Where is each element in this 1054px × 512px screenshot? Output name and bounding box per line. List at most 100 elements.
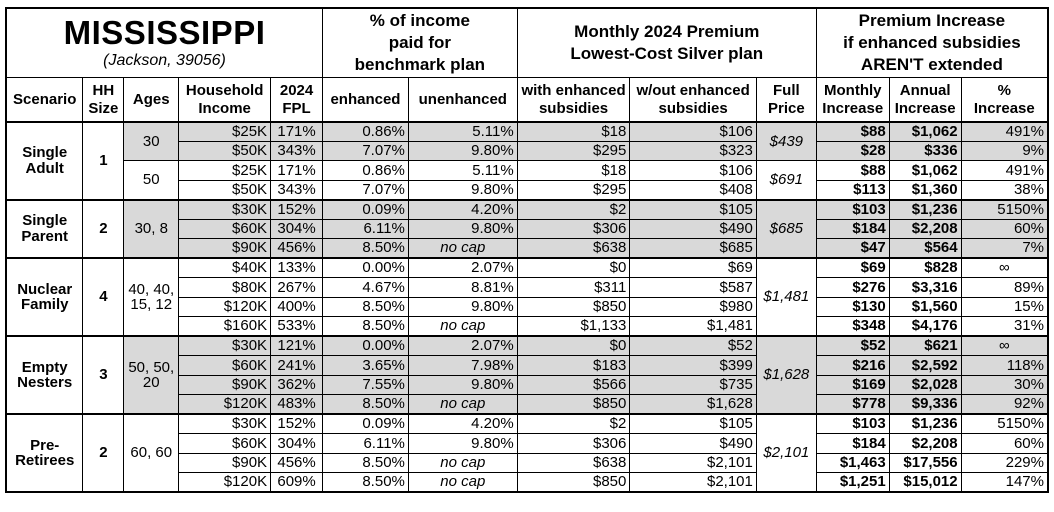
enhanced-pct-cell: 0.09% — [322, 413, 409, 435]
household-income-cell: $25K — [178, 160, 272, 181]
fpl-cell: 456% — [270, 452, 324, 474]
with-subsidies-premium-cell: $306 — [516, 218, 631, 240]
pct-increase-cell: 38% — [960, 179, 1049, 201]
with-subsidies-premium-cell: $566 — [516, 374, 631, 396]
monthly-increase-cell: $113 — [815, 179, 890, 201]
annual-increase-cell: $1,062 — [888, 160, 962, 181]
unenhanced-pct-cell: 7.98% — [407, 355, 518, 376]
col-header-monthly-increase: Monthly Increase — [815, 77, 890, 123]
fpl-cell: 362% — [270, 374, 324, 396]
pct-increase-cell: 229% — [960, 452, 1049, 474]
with-subsidies-premium-cell: $18 — [516, 120, 631, 142]
without-subsidies-premium-cell: $685 — [629, 238, 757, 259]
without-subsidies-premium-cell: $105 — [629, 413, 757, 435]
table-row: Single Adult 1 30 $25K 171% 0.86% 5.11% $18 $106… — [5, 120, 1049, 201]
fpl-cell: 304% — [270, 218, 324, 240]
table-row: $50K 343% 7.07% 9.80% $295 $323 $28 $336 9% — [6, 140, 1049, 162]
table-row: $90K 362% 7.55% 9.80% $566 $735 $169 $2,028 30% — [6, 374, 1049, 396]
fpl-cell: 343% — [270, 140, 324, 162]
with-subsidies-premium-cell: $638 — [516, 452, 631, 474]
pct-increase-cell: 89% — [960, 277, 1049, 298]
household-income-cell: $160K — [178, 316, 272, 337]
annual-increase-cell: $1,062 — [888, 120, 962, 142]
unenhanced-pct-cell: 4.20% — [407, 413, 518, 435]
household-income-cell: $40K — [178, 257, 272, 279]
hh-size-cell: 2 — [82, 198, 125, 259]
table-row: Nuclear Family 4 40, 40, 15, 12 $40K 133% 0.0… — [5, 257, 1049, 337]
household-income-cell: $30K — [178, 413, 272, 435]
ages-cell: 50 — [123, 160, 180, 201]
monthly-increase-cell: $88 — [815, 160, 890, 181]
household-income-cell: $90K — [178, 374, 272, 396]
annual-increase-cell: $2,208 — [888, 433, 962, 454]
monthly-increase-cell: $1,463 — [815, 452, 890, 474]
monthly-increase-cell: $276 — [815, 277, 890, 298]
fpl-cell: 121% — [270, 335, 324, 357]
without-subsidies-premium-cell: $980 — [629, 296, 757, 318]
household-income-cell: $80K — [178, 277, 272, 298]
unenhanced-pct-cell: no cap — [407, 472, 518, 493]
table-row: $160K 533% 8.50% no cap $1,133 $1,481 $348 $4,1… — [6, 316, 1049, 337]
without-subsidies-premium-cell: $2,101 — [629, 452, 757, 474]
ages-cell: 30 — [123, 120, 180, 162]
pct-increase-cell: 92% — [960, 394, 1049, 415]
hh-size-cell: 2 — [82, 413, 125, 493]
with-subsidies-premium-cell: $638 — [516, 238, 631, 259]
with-subsidies-premium-cell: $306 — [516, 433, 631, 454]
state-header-cell: MISSISSIPPI (Jackson, 39056) — [5, 7, 324, 79]
unenhanced-pct-cell: 9.80% — [407, 374, 518, 396]
hh-size-cell: 1 — [82, 120, 125, 201]
pct-increase-cell: 30% — [960, 374, 1049, 396]
enhanced-pct-cell: 0.00% — [322, 335, 409, 357]
pct-increase-cell: 491% — [960, 160, 1049, 181]
unenhanced-pct-cell: 2.07% — [407, 257, 518, 279]
annual-increase-cell: $15,012 — [888, 472, 962, 493]
annual-increase-cell: $621 — [888, 335, 962, 357]
unenhanced-pct-cell: 9.80% — [407, 140, 518, 162]
col-header-annual-increase: Annual Increase — [888, 77, 962, 123]
annual-increase-cell: $2,208 — [888, 218, 962, 240]
without-subsidies-premium-cell: $490 — [629, 218, 757, 240]
pct-increase-cell: ∞ — [960, 257, 1049, 279]
col-header-ages: Ages — [123, 77, 180, 123]
annual-increase-cell: $2,592 — [888, 355, 962, 376]
pct-increase-cell: 5150% — [960, 198, 1049, 220]
fpl-cell: 456% — [270, 238, 324, 259]
annual-increase-cell: $336 — [888, 140, 962, 162]
monthly-increase-cell: $184 — [815, 433, 890, 454]
monthly-increase-cell: $52 — [815, 335, 890, 357]
fpl-cell: 304% — [270, 433, 324, 454]
enhanced-pct-cell: 8.50% — [322, 452, 409, 474]
household-income-cell: $120K — [178, 296, 272, 318]
household-income-cell: $30K — [178, 335, 272, 357]
household-income-cell: $60K — [178, 355, 272, 376]
pct-increase-cell: 118% — [960, 355, 1049, 376]
monthly-increase-cell: $348 — [815, 316, 890, 337]
col-header-pct-increase: % Increase — [960, 77, 1049, 123]
monthly-increase-cell: $103 — [815, 413, 890, 435]
with-subsidies-premium-cell: $311 — [516, 277, 631, 298]
enhanced-pct-cell: 0.86% — [322, 160, 409, 181]
without-subsidies-premium-cell: $323 — [629, 140, 757, 162]
without-subsidies-premium-cell: $52 — [629, 335, 757, 357]
table-row: $50K 343% 7.07% 9.80% $295 $408 $113 $1,360 38% — [6, 179, 1049, 201]
col-header-enhanced: enhanced — [322, 77, 409, 123]
state-title: MISSISSIPPI — [63, 13, 266, 51]
unenhanced-pct-cell: no cap — [407, 238, 518, 259]
without-subsidies-premium-cell: $408 — [629, 179, 757, 201]
annual-increase-cell: $1,560 — [888, 296, 962, 318]
annual-increase-cell: $17,556 — [888, 452, 962, 474]
without-subsidies-premium-cell: $587 — [629, 277, 757, 298]
household-income-cell: $120K — [178, 394, 272, 415]
with-subsidies-premium-cell: $183 — [516, 355, 631, 376]
full-price-cell: $685 — [755, 198, 817, 259]
annual-increase-cell: $9,336 — [888, 394, 962, 415]
without-subsidies-premium-cell: $1,628 — [629, 394, 757, 415]
household-income-cell: $90K — [178, 452, 272, 474]
full-price-cell: $2,101 — [755, 413, 817, 493]
table-row: $90K 456% 8.50% no cap $638 $2,101 $1,463 $17,5… — [6, 452, 1049, 474]
enhanced-pct-cell: 8.50% — [322, 296, 409, 318]
without-subsidies-premium-cell: $490 — [629, 433, 757, 454]
col-header-full-price: Full Price — [755, 77, 817, 123]
